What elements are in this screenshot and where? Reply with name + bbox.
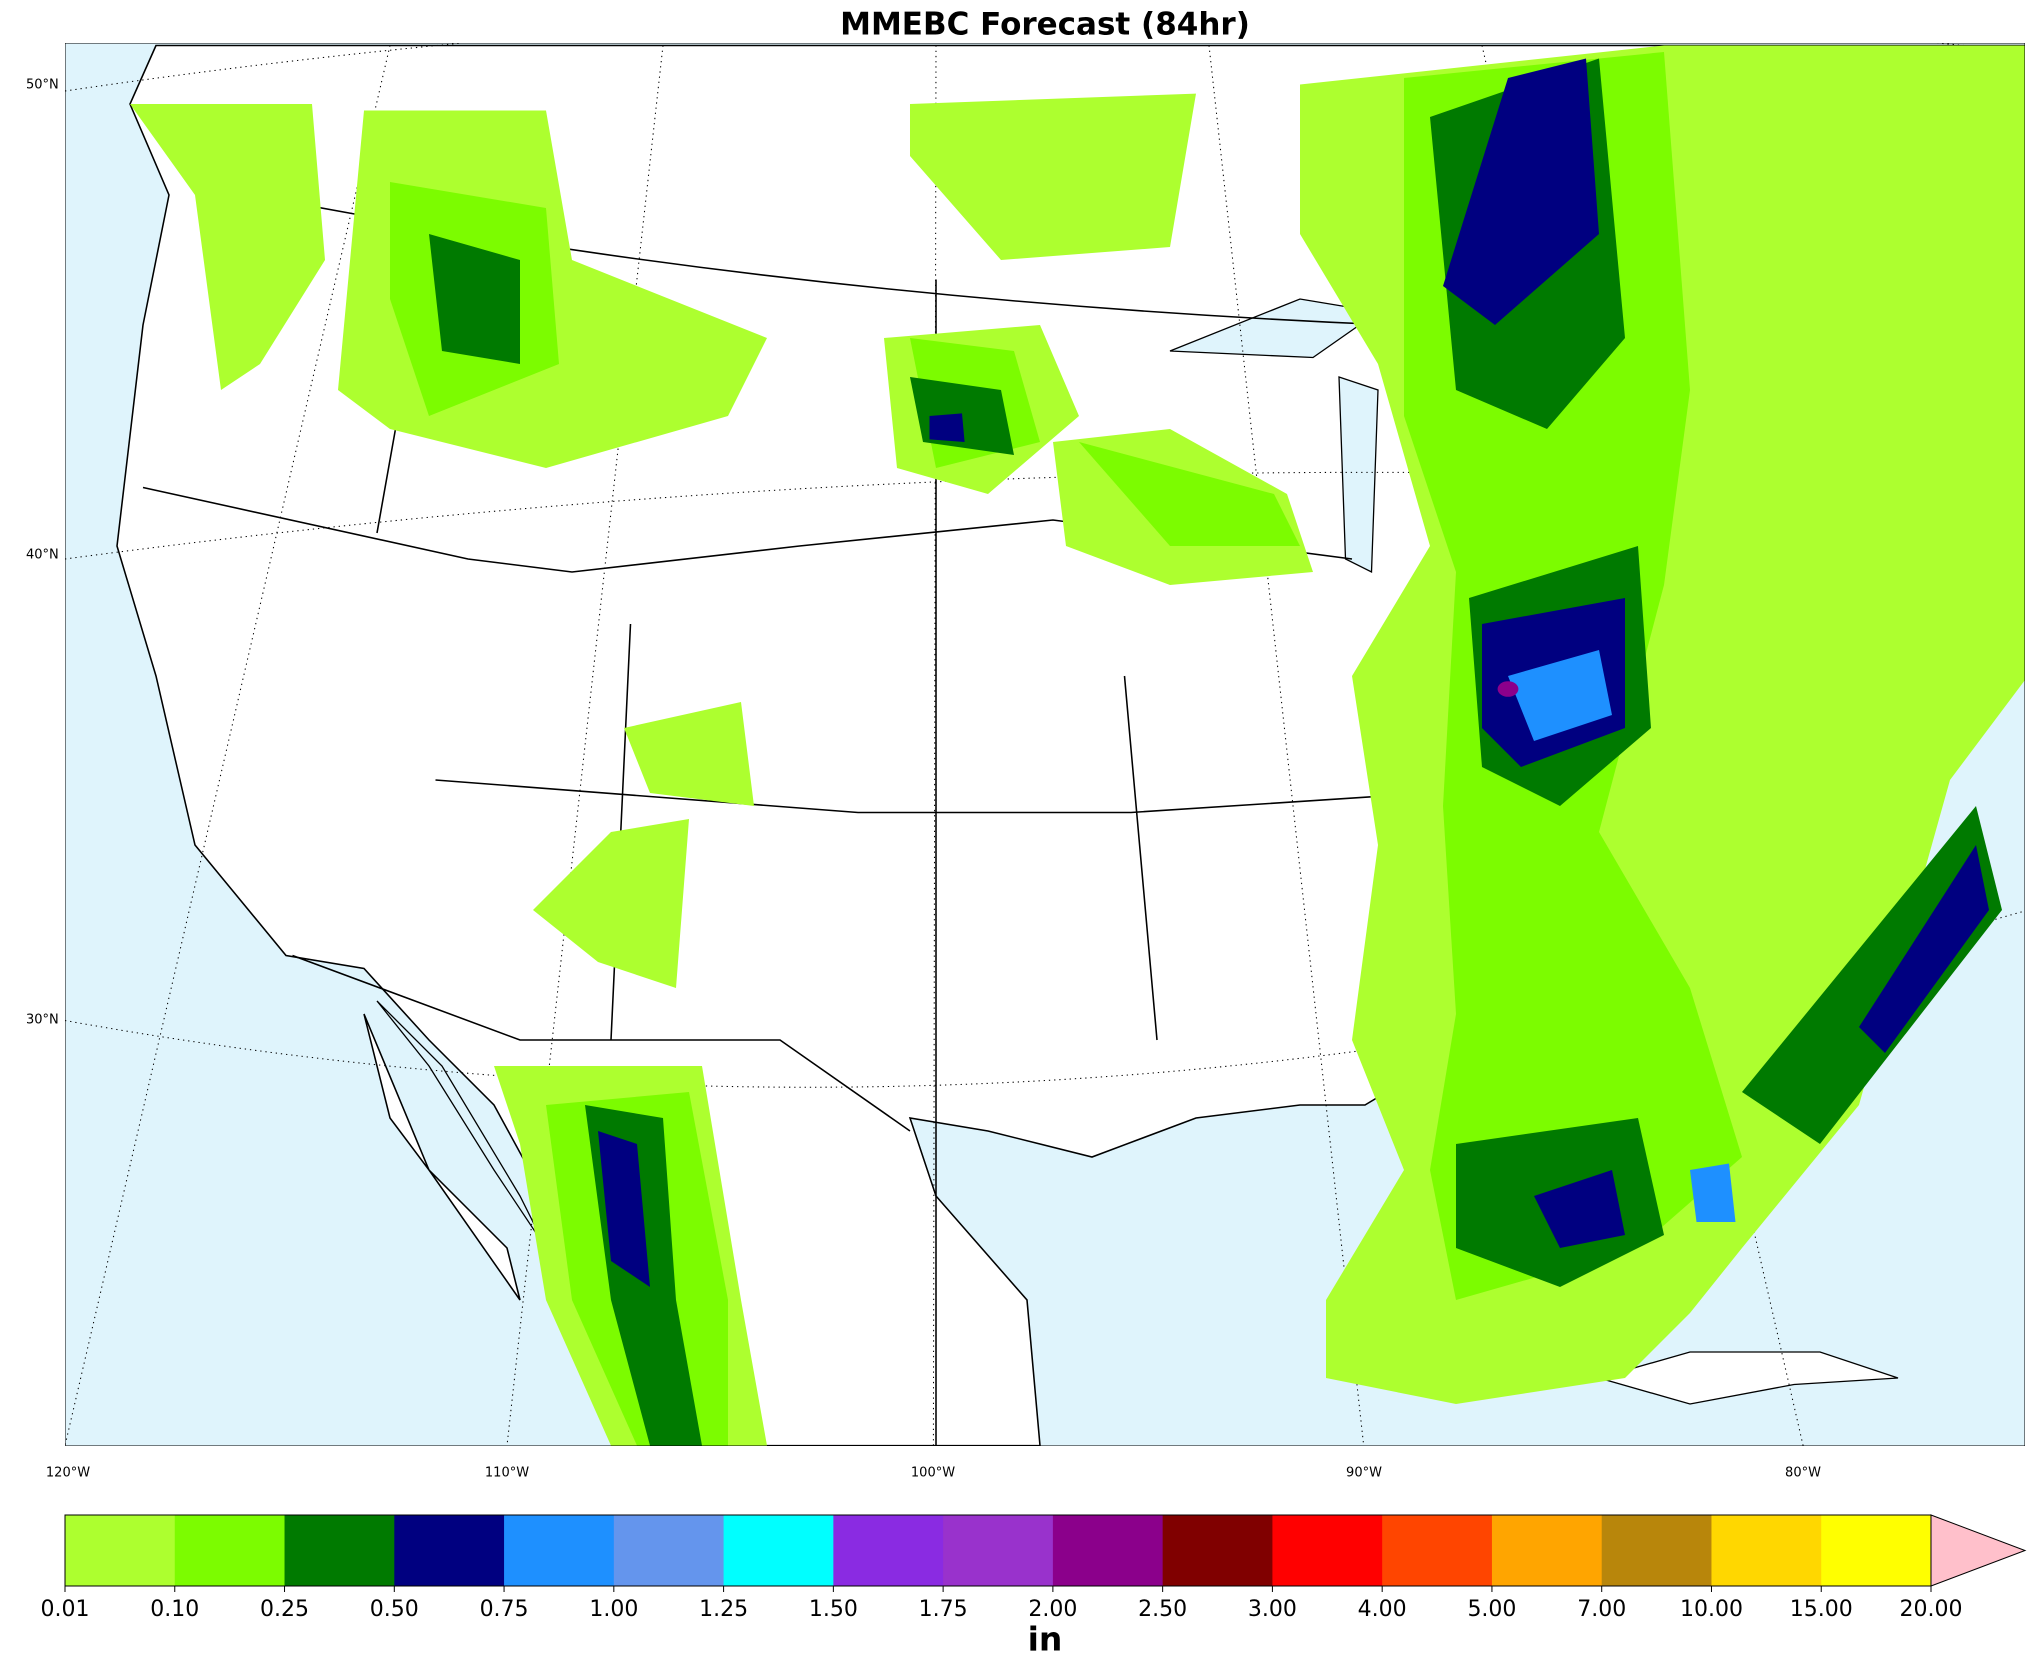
color-bin <box>723 1515 834 1586</box>
baja <box>363 1013 521 1301</box>
colorbar-tick-label: 4.00 <box>1358 1597 1407 1622</box>
colorbar-tick-label: 3.00 <box>1248 1597 1297 1622</box>
longitude-label: 90°W <box>1346 1466 1382 1481</box>
color-bin <box>65 1515 176 1586</box>
color-bin <box>943 1515 1054 1586</box>
geo-labels: 50°N 40°N 30°N 120°W 110°W 100°W 90°W 80°W <box>26 78 1821 1481</box>
colorbar-tick-label: 15.00 <box>1790 1597 1853 1622</box>
colorbar-frame <box>64 1514 1932 1587</box>
colorbar: 0.01 0.10 0.25 0.50 0.75 1.00 1.25 1.50 1.75 2.00… <box>41 1514 2027 1622</box>
longitude-label: 120°W <box>46 1466 90 1481</box>
color-bin <box>1382 1515 1493 1586</box>
colorbar-tick-label: 10.00 <box>1680 1597 1743 1622</box>
colorbar-tick-label: 20.00 <box>1900 1597 1963 1622</box>
colorbar-tick-label: 0.10 <box>150 1597 199 1622</box>
color-bin <box>284 1515 395 1586</box>
color-bin <box>1052 1515 1164 1586</box>
latitude-label: 30°N <box>26 1013 59 1028</box>
colorbar-extension <box>1930 1514 2027 1587</box>
land-and-precip <box>65 43 2025 1446</box>
map <box>65 43 2025 1446</box>
color-bin <box>1272 1515 1383 1586</box>
color-bin <box>1491 1515 1603 1586</box>
colorbar-tick-label: 0.01 <box>41 1597 90 1622</box>
colorbar-tick-label: 0.50 <box>370 1597 419 1622</box>
color-bin <box>1162 1515 1273 1586</box>
longitude-label: 80°W <box>1785 1466 1821 1481</box>
colorbar-tick-label: 5.00 <box>1467 1597 1516 1622</box>
colorbar-tick-label: 7.00 <box>1577 1597 1626 1622</box>
color-bin <box>613 1515 725 1586</box>
colorbar-tick-label: 0.25 <box>260 1597 309 1622</box>
colorbar-tick-label: 1.75 <box>919 1597 968 1622</box>
colorbar-label: in <box>1028 1620 1063 1659</box>
latitude-label: 40°N <box>26 548 59 563</box>
color-bin <box>174 1515 286 1586</box>
cuba <box>1596 1351 1899 1405</box>
colorbar-tick-label: 0.75 <box>480 1597 529 1622</box>
color-bin <box>394 1515 505 1586</box>
map-title: MMEBC Forecast (84hr) <box>840 7 1250 43</box>
colorbar-tick-label: 2.00 <box>1028 1597 1077 1622</box>
color-bin <box>504 1515 615 1586</box>
colorbar-tick-label: 1.00 <box>589 1597 638 1622</box>
colorbar-tick-label: 2.50 <box>1138 1597 1187 1622</box>
color-bin <box>1601 1515 1712 1586</box>
color-bin <box>1821 1515 1932 1586</box>
color-bin <box>833 1515 944 1586</box>
color-bin <box>1711 1515 1822 1586</box>
longitude-label: 100°W <box>911 1466 955 1481</box>
colorbar-tick-label: 1.50 <box>809 1597 858 1622</box>
colorbar-tick-label: 1.25 <box>699 1597 748 1622</box>
longitude-label: 110°W <box>485 1466 529 1481</box>
precip-areas <box>130 45 2025 1446</box>
latitude-label: 50°N <box>26 78 59 93</box>
